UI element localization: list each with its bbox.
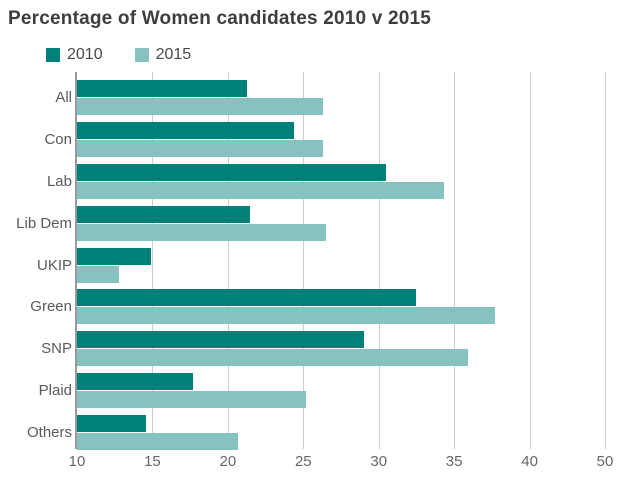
bar-2015-others [77,433,239,451]
gridline-50 [605,72,606,449]
legend-label-2010: 2010 [67,46,103,63]
x-tick-label-15: 15 [144,453,161,470]
legend-swatch-2015 [134,48,149,62]
plot-area [75,72,620,451]
bar-2015-all [77,98,323,115]
category-label-all: All [55,89,72,106]
chart-title: Percentage of Women candidates 2010 v 20… [8,8,432,29]
bar-2010-all [77,80,248,97]
gridline-25 [303,72,305,449]
legend-label-2015: 2015 [155,46,192,63]
bar-2010-green [77,289,417,307]
bar-2010-lab [77,163,387,181]
bar-2010-lib-dem [77,205,251,223]
bar-2010-others [77,415,147,433]
category-label-con: Con [44,130,72,148]
category-label-snp: SNP [41,340,72,358]
category-label-lab: Lab [46,172,72,190]
category-label-lib-dem: Lib Dem [16,214,72,232]
x-tick-label-10: 10 [68,453,86,470]
category-label-plaid: Plaid [38,382,72,400]
legend: 2010 2015 [46,46,191,64]
bar-2015-lab [77,181,444,199]
bar-2010-plaid [77,373,194,391]
gridline-15 [152,72,154,449]
y-axis-line [75,72,77,449]
gridline-35 [454,72,456,449]
gridline-40 [529,72,531,449]
bar-2010-con [77,121,295,139]
gridline-20 [227,72,229,449]
legend-item-2010: 2010 [46,46,103,64]
bar-2010-ukip [77,247,151,265]
bar-2015-con [77,139,323,157]
bar-2015-ukip [77,265,120,283]
x-tick-label-25: 25 [294,453,312,470]
x-tick-label-35: 35 [445,453,463,470]
gridline-30 [378,72,380,449]
x-tick-label-40: 40 [521,453,538,470]
category-label-green: Green [30,298,72,316]
legend-swatch-2010 [46,48,60,62]
legend-item-2015: 2015 [134,46,192,64]
bar-2015-green [77,307,495,325]
x-tick-label-50: 50 [596,453,614,470]
bar-2010-snp [77,331,364,349]
x-tick-label-30: 30 [370,453,388,470]
bar-2015-lib-dem [77,223,326,241]
category-label-others: Others [26,424,72,442]
category-label-ukip: UKIP [36,256,72,274]
bar-2015-snp [77,349,468,367]
bar-2015-plaid [77,391,307,409]
x-tick-label-20: 20 [219,453,237,470]
